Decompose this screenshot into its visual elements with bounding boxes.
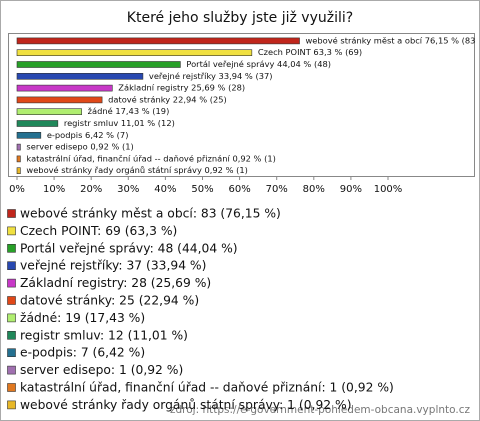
legend-label: webové stránky měst a obcí: 83 (76,15 %) (20, 207, 281, 221)
legend-swatch (7, 278, 16, 288)
bar (16, 84, 113, 92)
x-tick-label: 80% (303, 184, 325, 195)
legend-label: Czech POINT: 69 (63,3 %) (20, 224, 177, 238)
legend-swatch (7, 209, 16, 218)
legend-label: registr smluv: 12 (11,01 %) (20, 328, 188, 342)
bar (16, 96, 103, 104)
plot-area (8, 33, 475, 177)
data-label: registr smluv 11,01 % (12) (64, 118, 175, 128)
x-tick-label: 100% (374, 184, 403, 195)
data-label: Czech POINT 63,3 % (69) (258, 47, 362, 57)
legend-swatch (7, 400, 16, 410)
x-tick-label: 10% (43, 184, 65, 195)
legend-swatch (7, 330, 16, 340)
bar (16, 167, 21, 174)
legend-swatch (7, 383, 16, 392)
legend-swatch (7, 365, 16, 375)
legend-label: e-podpis: 7 (6,42 %) (20, 346, 145, 360)
legend-swatch (7, 244, 16, 253)
data-label: datové stránky 22,94 % (25) (108, 94, 227, 104)
x-tick-label: 30% (117, 184, 139, 195)
x-tick-label: 70% (266, 184, 288, 195)
legend-label: Základní registry: 28 (25,69 %) (20, 276, 211, 290)
bar (16, 132, 42, 139)
data-label: Portál veřejné správy 44,04 % (48) (186, 59, 331, 69)
legend-label: datové stránky: 25 (22,94 %) (20, 294, 199, 308)
bar (16, 61, 181, 68)
legend-label: webové stránky řady orgánů státní správy… (20, 398, 352, 412)
data-label: katastrální úřad, finanční úřad -- daňov… (26, 153, 275, 163)
plot: webové stránky měst a obcí 76,15 % (83) C… (16, 35, 479, 175)
x-tick-label: 40% (154, 184, 176, 195)
bar (16, 155, 21, 163)
x-tick-label: 60% (228, 184, 250, 195)
legend-label: Portál veřejné správy: 48 (44,04 %) (20, 241, 238, 255)
data-label: webové stránky řady orgánů státní správy… (26, 165, 247, 175)
legend-swatch (7, 313, 16, 323)
bar (16, 49, 253, 57)
data-label: veřejné rejstříky 33,94 % (37) (149, 71, 273, 81)
legend-swatch (7, 348, 16, 358)
data-label: žádné 17,43 % (19) (88, 106, 170, 116)
x-tick-label: 0% (9, 184, 25, 195)
data-label: Základní registry 25,69 % (28) (118, 83, 245, 93)
chart-title: Které jeho služby jste již využili? (127, 10, 353, 26)
data-label: server edisepo 0,92 % (1) (26, 142, 133, 152)
legend-label: server edisepo: 1 (0,92 %) (20, 363, 183, 377)
legend-label: veřejné rejstříky: 37 (33,94 %) (20, 259, 206, 273)
legend-swatch (7, 261, 16, 271)
bar (16, 143, 21, 151)
bar (16, 37, 300, 45)
bar (16, 73, 144, 80)
x-tick-label: 90% (340, 184, 362, 195)
source: zdroj: https://e-government-pohledem-obc… (170, 404, 470, 416)
bar (16, 120, 59, 127)
data-label: e-podpis 6,42 % (7) (47, 130, 129, 140)
legend-swatch (7, 296, 16, 305)
x-tick-label: 20% (80, 184, 102, 195)
legend-label: žádné: 19 (17,43 %) (20, 311, 145, 325)
x-tick-label: 50% (191, 184, 213, 195)
bar (16, 108, 82, 115)
legend-label: katastrální úřad, finanční úřad -- daňov… (20, 381, 394, 395)
data-label: webové stránky měst a obcí 76,15 % (83) (306, 35, 479, 45)
legend-swatch (7, 226, 16, 236)
